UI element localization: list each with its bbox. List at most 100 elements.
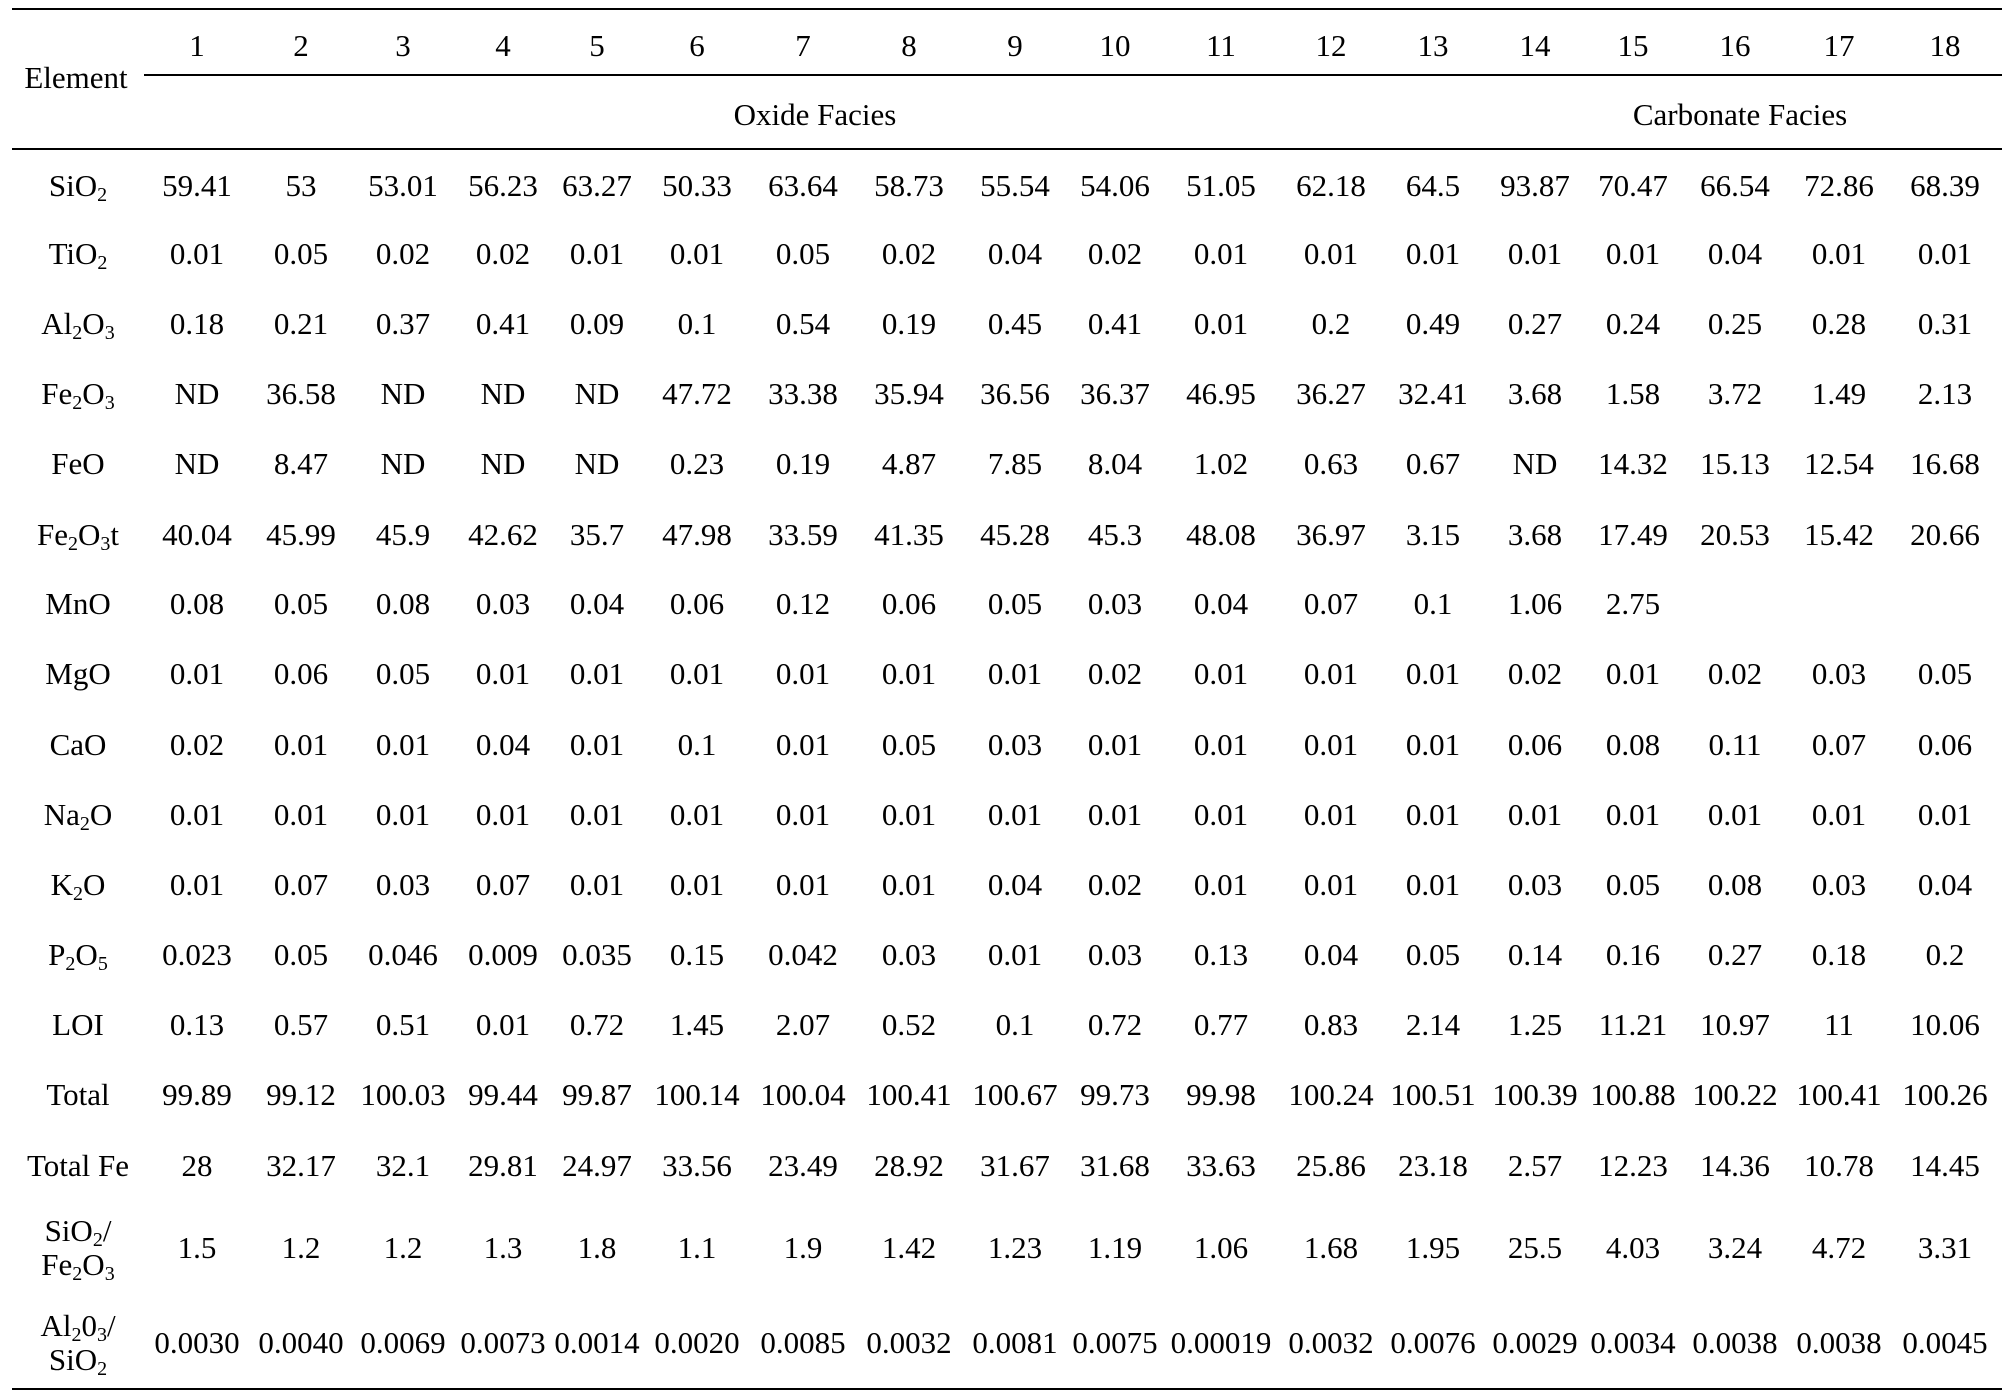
subscript: 2 xyxy=(72,1263,83,1285)
table-cell: 0.45 xyxy=(987,306,1043,341)
table-cell: 1.06 xyxy=(1507,586,1563,621)
table-cell: 0.06 xyxy=(1507,727,1563,762)
table-cell: 0.01 xyxy=(1811,236,1867,271)
table-cell: 0.04 xyxy=(1917,867,1973,902)
table-cell: 0.01 xyxy=(475,797,531,832)
column-header-15: 15 xyxy=(1617,28,1649,63)
table-cell: 0.72 xyxy=(1087,1007,1143,1042)
table-top-rule xyxy=(12,8,2002,10)
table-cell: 0.11 xyxy=(1708,727,1762,762)
table-cell: 100.41 xyxy=(1796,1077,1882,1112)
subscript: 2 xyxy=(72,322,83,344)
table-cell: 35.94 xyxy=(874,376,944,411)
table-cell: 0.01 xyxy=(775,797,831,832)
table-cell: 0.042 xyxy=(768,937,838,972)
table-cell: 0.25 xyxy=(1707,306,1763,341)
table-cell: 0.24 xyxy=(1605,306,1661,341)
table-cell: 1.5 xyxy=(177,1230,217,1265)
column-header-8: 8 xyxy=(901,28,917,63)
table-cell: 0.1 xyxy=(677,306,717,341)
table-cell: 0.05 xyxy=(775,236,831,271)
table-cell: 1.45 xyxy=(669,1007,725,1042)
table-cell: 0.28 xyxy=(1811,306,1867,341)
table-cell: 0.57 xyxy=(273,1007,329,1042)
table-cell: 28 xyxy=(181,1148,213,1183)
table-cell: 11.21 xyxy=(1598,1007,1668,1042)
table-cell: 32.1 xyxy=(375,1148,431,1183)
table-cell: 25.5 xyxy=(1507,1230,1563,1265)
table-cell: 0.27 xyxy=(1707,937,1763,972)
table-cell: 0.01 xyxy=(881,656,937,691)
subscript: 5 xyxy=(97,953,108,975)
table-cell: 0.01 xyxy=(775,867,831,902)
table-cell: 45.9 xyxy=(375,517,431,552)
table-cell: 45.28 xyxy=(980,517,1050,552)
table-cell: 3.31 xyxy=(1917,1230,1973,1265)
table-cell: 16.68 xyxy=(1910,446,1980,481)
table-cell: 10.06 xyxy=(1910,1007,1980,1042)
table-cell: 0.13 xyxy=(1193,937,1249,972)
table-cell: 0.1 xyxy=(995,1007,1035,1042)
table-cell: 72.86 xyxy=(1804,168,1874,203)
table-cell: 32.17 xyxy=(266,1148,336,1183)
table-cell: 0.01 xyxy=(1605,236,1661,271)
table-cell: 0.02 xyxy=(375,236,431,271)
row-label: TiO2 xyxy=(12,236,144,273)
row-label-line: Al203/ xyxy=(12,1309,144,1346)
table-cell: 0.01 xyxy=(569,656,625,691)
table-cell: 0.05 xyxy=(1917,656,1973,691)
table-cell: 7.85 xyxy=(987,446,1043,481)
table-cell: ND xyxy=(174,376,220,411)
column-header-10: 10 xyxy=(1099,28,1131,63)
table-cell: 0.01 xyxy=(273,797,329,832)
column-header-6: 6 xyxy=(689,28,705,63)
table-cell: 0.01 xyxy=(1193,306,1249,341)
table-cell: 100.26 xyxy=(1902,1077,1988,1112)
table-cell: 0.04 xyxy=(569,586,625,621)
table-cell: 0.0014 xyxy=(554,1325,640,1360)
table-cell: 1.9 xyxy=(783,1230,823,1265)
table-cell: 99.87 xyxy=(562,1077,632,1112)
table-cell: 0.63 xyxy=(1303,446,1359,481)
table-cell: 0.0085 xyxy=(760,1325,846,1360)
facies-header: Oxide Facies xyxy=(733,97,897,132)
table-cell: 0.01 xyxy=(881,867,937,902)
table-cell: 0.31 xyxy=(1917,306,1973,341)
table-cell: 3.68 xyxy=(1507,517,1563,552)
row-label: LOI xyxy=(12,1007,144,1043)
table-cell: 3.68 xyxy=(1507,376,1563,411)
table-cell: 1.06 xyxy=(1193,1230,1249,1265)
table-cell: 0.046 xyxy=(368,937,438,972)
table-cell: 0.04 xyxy=(987,867,1043,902)
column-header-18: 18 xyxy=(1929,28,1961,63)
table-cell: 0.01 xyxy=(569,797,625,832)
table-cell: 0.08 xyxy=(375,586,431,621)
table-cell: 0.0040 xyxy=(258,1325,344,1360)
table-cell: 0.05 xyxy=(987,586,1043,621)
table-cell: 0.01 xyxy=(1193,867,1249,902)
table-cell: 1.8 xyxy=(577,1230,617,1265)
table-cell: 1.25 xyxy=(1507,1007,1563,1042)
table-cell: 0.03 xyxy=(881,937,937,972)
row-label: Al203/SiO2 xyxy=(12,1309,144,1380)
row-label: Fe2O3t xyxy=(12,517,144,554)
table-cell: 2.14 xyxy=(1405,1007,1461,1042)
table-cell: 0.01 xyxy=(775,727,831,762)
table-cell: 62.18 xyxy=(1296,168,1366,203)
subscript: 2 xyxy=(79,813,90,835)
label-text: CaO xyxy=(49,727,107,762)
table-cell: 0.02 xyxy=(475,236,531,271)
element-header: Element xyxy=(24,60,128,95)
table-cell: 0.01 xyxy=(1405,236,1461,271)
table-cell: 1.19 xyxy=(1087,1230,1143,1265)
table-cell: 48.08 xyxy=(1186,517,1256,552)
column-header-11: 11 xyxy=(1206,28,1236,63)
label-text: MgO xyxy=(45,656,111,691)
table-cell: 10.97 xyxy=(1700,1007,1770,1042)
table-cell: 99.44 xyxy=(468,1077,538,1112)
table-cell: 14.36 xyxy=(1700,1148,1770,1183)
table-cell: 28.92 xyxy=(874,1148,944,1183)
label-text: Total xyxy=(46,1077,110,1112)
table-cell: 66.54 xyxy=(1700,168,1770,203)
table-cell: 0.01 xyxy=(1193,236,1249,271)
